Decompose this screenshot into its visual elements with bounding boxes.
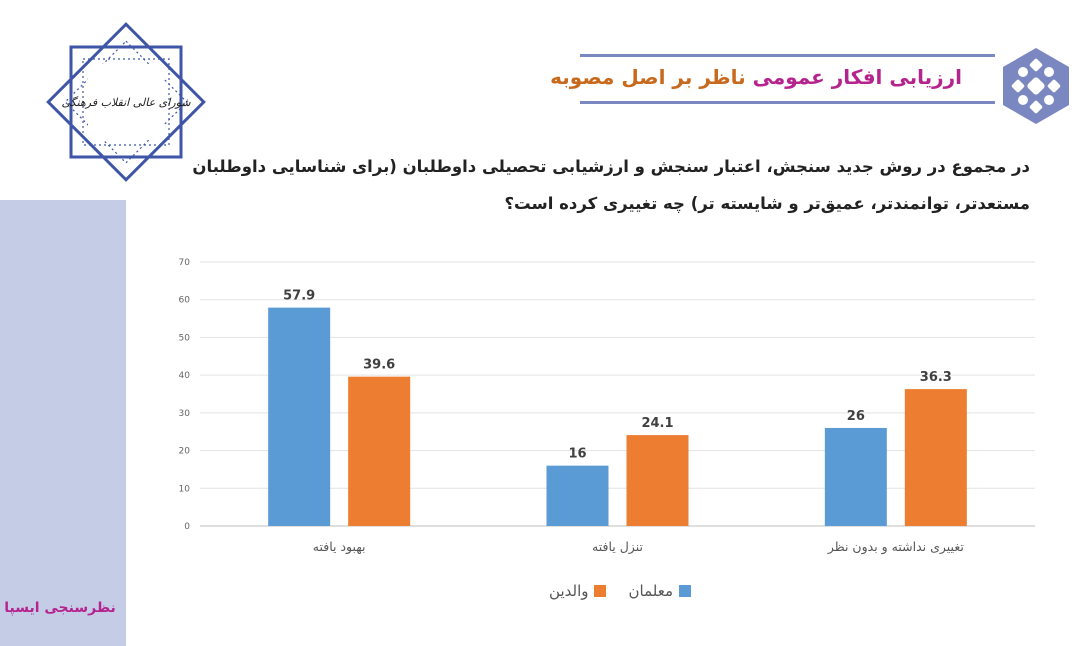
data-label: 39.6: [363, 358, 395, 373]
chart-legend: معلمان والدین: [540, 580, 700, 602]
y-tick-label: 10: [179, 484, 191, 494]
survey-question: در مجموع در روش جدید سنجش، اعتبار سنجش و…: [160, 148, 1030, 222]
y-tick-label: 0: [184, 522, 190, 532]
bar: [904, 389, 967, 526]
left-sidebar: شورای عالی انقلاب فرهنگی نظرسنجی ایسپا: [0, 0, 206, 646]
legend-item-teachers: معلمان: [628, 582, 691, 600]
category-label: تغییری نداشته و بدون نظر: [827, 539, 965, 555]
legend-swatch-teachers: [678, 585, 691, 597]
y-tick-label: 30: [179, 409, 191, 419]
data-label: 24.1: [641, 416, 673, 431]
header-band: [580, 54, 995, 104]
y-tick-label: 50: [179, 333, 191, 343]
question-line-1: در مجموع در روش جدید سنجش، اعتبار سنجش و…: [192, 157, 1030, 176]
title-part-1: ارزیابی افکار عمومی: [752, 65, 962, 89]
y-tick-label: 60: [179, 296, 191, 306]
legend-item-parents: والدین: [549, 582, 607, 600]
category-label: تنزل یافته: [592, 539, 643, 555]
bar: [348, 376, 411, 526]
octagram-seal-icon: شورای عالی انقلاب فرهنگی: [46, 22, 206, 182]
title-part-2: ناظر بر اصل مصوبه: [550, 65, 746, 89]
bar: [626, 435, 689, 526]
data-label: 57.9: [283, 289, 315, 304]
y-tick-label: 40: [179, 371, 191, 381]
y-tick-label: 20: [179, 447, 191, 457]
logo-text: شورای عالی انقلاب فرهنگی: [61, 96, 191, 109]
question-line-2: مستعدتر، توانمندتر، عمیق‌تر و شایسته تر)…: [504, 194, 1030, 213]
data-label: 16: [568, 447, 586, 462]
page-title: ارزیابی افکار عمومی ناظر بر اصل مصوبه: [550, 65, 962, 89]
data-label: 26: [847, 409, 865, 424]
footer-brand: نظرسنجی ایسپا: [4, 600, 116, 616]
logo-area: شورای عالی انقلاب فرهنگی: [0, 0, 206, 200]
legend-label-parents: والدین: [549, 582, 589, 600]
y-tick-label: 70: [179, 258, 191, 268]
data-label: 36.3: [920, 370, 952, 385]
bar: [268, 307, 331, 526]
header-emblem-icon: [1003, 48, 1069, 124]
bar: [824, 427, 887, 526]
category-label: بهبود یافته: [313, 539, 366, 555]
legend-swatch-parents: [594, 585, 607, 597]
bar: [546, 465, 609, 526]
legend-label-teachers: معلمان: [628, 582, 673, 600]
